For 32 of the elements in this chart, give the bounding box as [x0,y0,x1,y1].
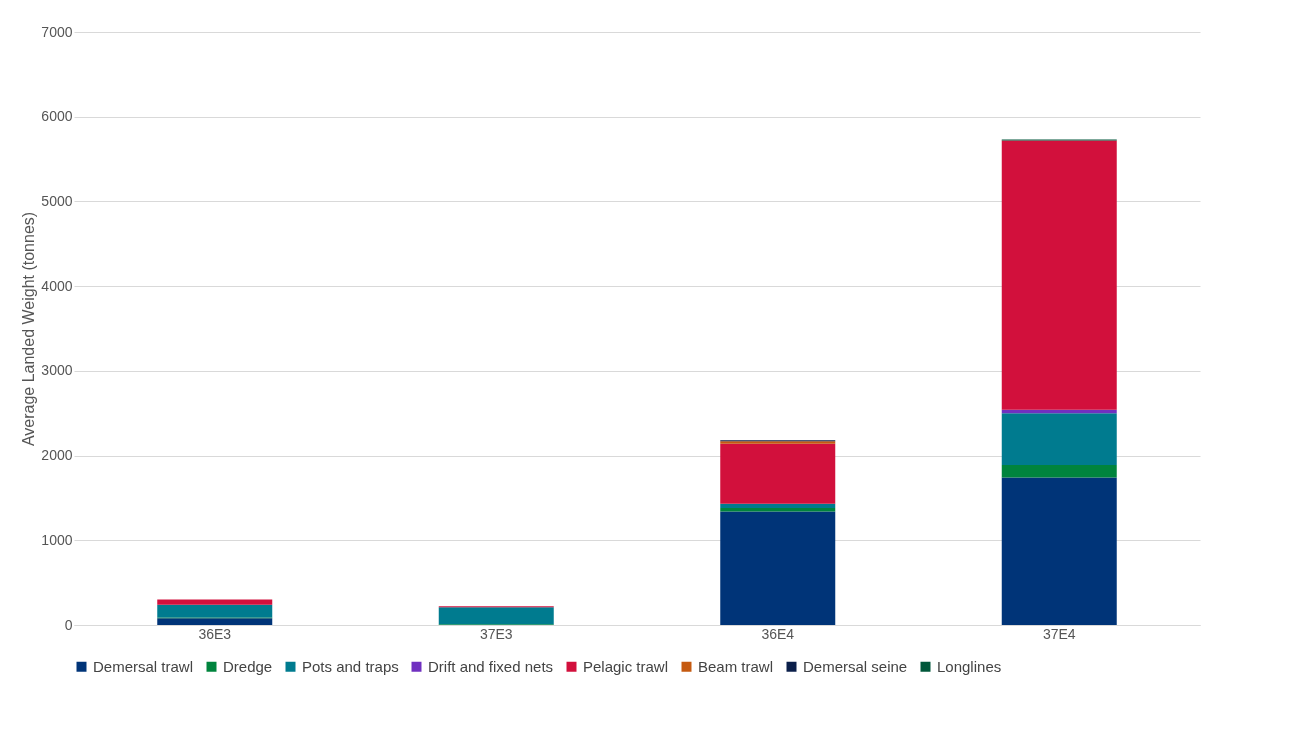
bar [157,618,273,625]
legend-label: Dredge [223,657,273,675]
y-tick-label: 3000 [41,362,73,379]
x-tick-label: 37E4 [1042,625,1076,642]
legend-label: Drift and fixed nets [428,657,554,675]
bar [1001,413,1117,465]
y-tick-label: 7000 [41,23,73,40]
bar [157,599,273,605]
bar [1001,464,1117,478]
legend-label: Demersal seine [803,657,908,675]
legend-label: Pots and traps [302,657,399,675]
y-axis-title: Average Landed Weight (tonnes) [20,211,38,447]
bar [720,503,836,509]
bar [1001,140,1117,410]
y-tick-label: 4000 [41,277,73,294]
y-tick-label: 5000 [41,192,73,209]
legend-label: Demersal trawl [93,657,194,675]
x-tick-label: 36E3 [198,625,232,642]
bar [157,604,273,618]
legend-label: Beam trawl [698,657,774,675]
y-tick-label: 0 [64,616,73,633]
legend-label: Pelagic trawl [583,657,669,675]
y-tick-label: 6000 [41,108,73,125]
bar [438,607,554,625]
x-tick-label: 37E3 [479,625,513,642]
bar [720,443,836,504]
y-tick-label: 2000 [41,447,73,464]
bar [720,511,836,625]
x-tick-label: 36E4 [761,625,795,642]
bar [1001,477,1117,625]
legend-label: Longlines [937,657,1002,675]
y-tick-label: 1000 [41,531,73,548]
